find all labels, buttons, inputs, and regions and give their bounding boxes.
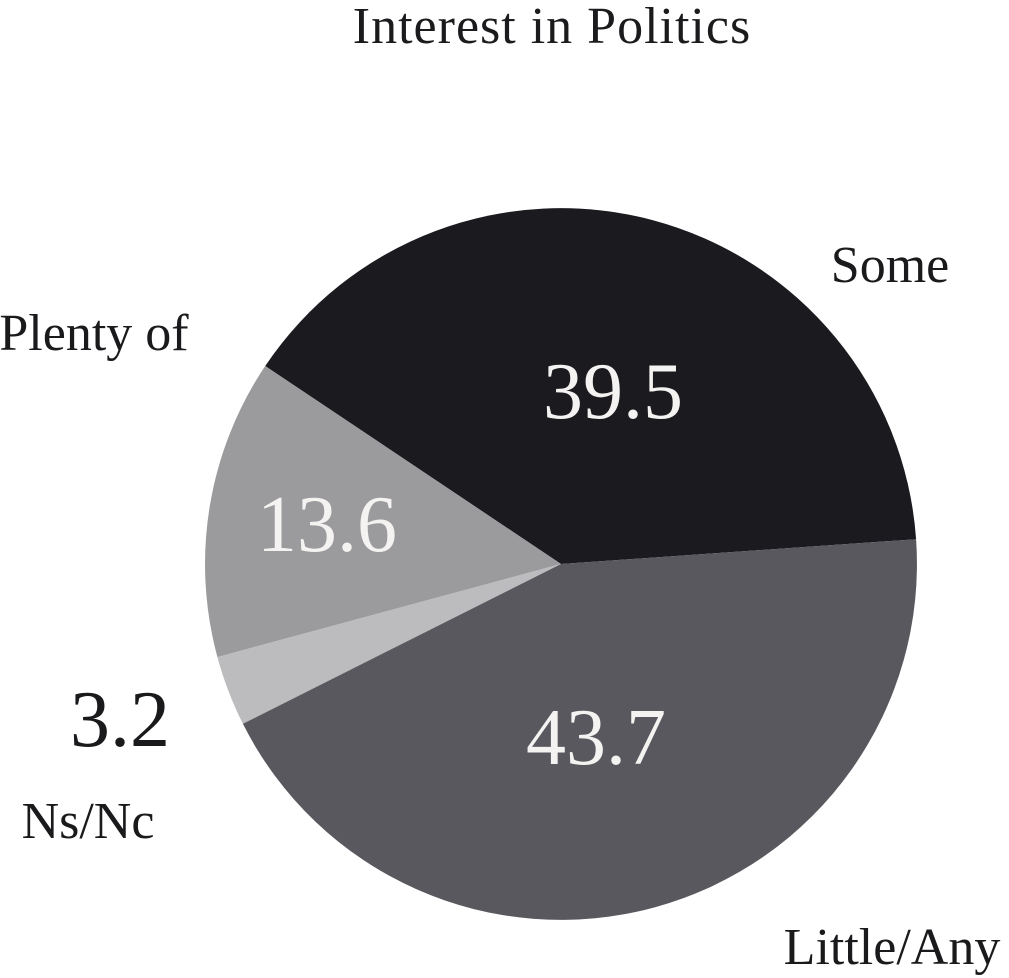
slice-value-little-any: 43.7 bbox=[526, 694, 666, 782]
slice-value-ns-nc: 3.2 bbox=[70, 676, 170, 764]
pie-slice-little-any bbox=[242, 539, 917, 920]
pie-slice-plenty-of bbox=[205, 366, 561, 658]
slice-value-some: 39.5 bbox=[543, 348, 683, 436]
chart-title: Interest in Politics bbox=[352, 0, 752, 55]
pie-slice-ns-nc bbox=[217, 564, 561, 724]
pie-slice-some bbox=[265, 208, 917, 564]
slice-label-plenty-of: Plenty of bbox=[0, 305, 189, 362]
slice-label-little-any: Little/Any bbox=[783, 919, 1001, 976]
slice-label-ns-nc: Ns/Nc bbox=[21, 793, 155, 850]
slice-value-plenty-of: 13.6 bbox=[257, 481, 397, 569]
slice-label-some: Some bbox=[830, 237, 950, 294]
